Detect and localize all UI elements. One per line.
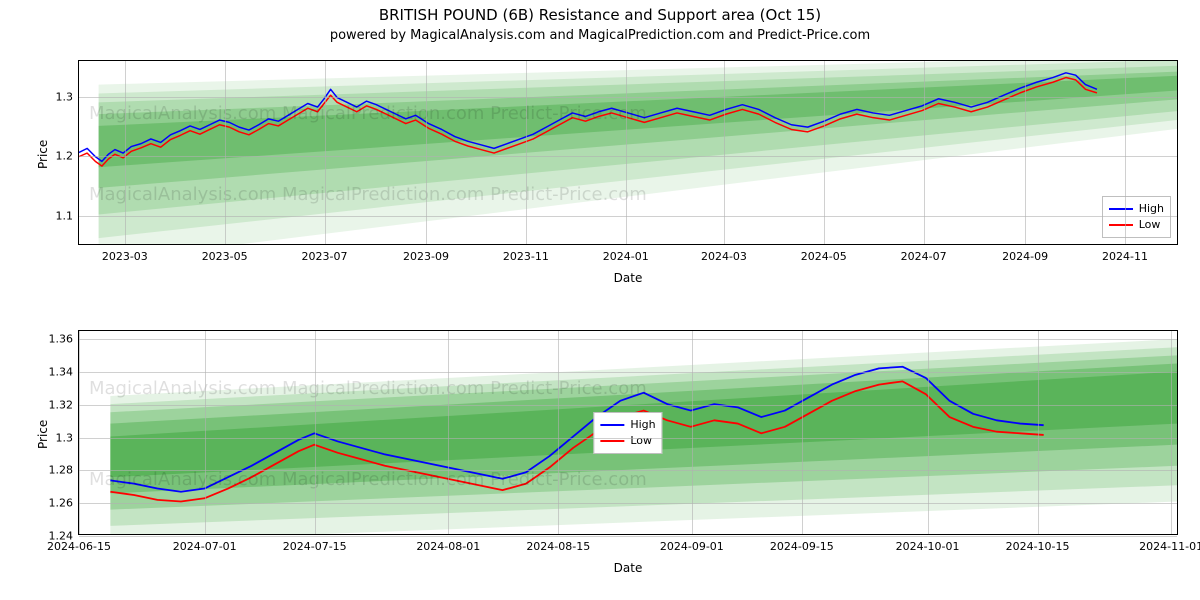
gridline bbox=[79, 97, 1177, 98]
legend-item: High bbox=[1109, 201, 1164, 217]
y-tick-label: 1.3 bbox=[56, 431, 74, 444]
x-tick-label: 2024-06-15 bbox=[47, 540, 111, 553]
top-chart: MagicalAnalysis.com MagicalPrediction.co… bbox=[78, 60, 1178, 245]
bottom-chart: MagicalAnalysis.com MagicalPrediction.co… bbox=[78, 330, 1178, 535]
gridline bbox=[315, 331, 316, 534]
x-tick-label: 2023-03 bbox=[102, 250, 148, 263]
top-y-axis-label: Price bbox=[36, 139, 50, 168]
gridline bbox=[928, 331, 929, 534]
chart-title: BRITISH POUND (6B) Resistance and Suppor… bbox=[0, 6, 1200, 24]
gridline bbox=[79, 372, 1177, 373]
gridline bbox=[824, 61, 825, 244]
legend-swatch bbox=[600, 424, 624, 426]
x-tick-label: 2023-11 bbox=[503, 250, 549, 263]
x-tick-label: 2024-07-01 bbox=[173, 540, 237, 553]
x-tick-label: 2024-09 bbox=[1002, 250, 1048, 263]
x-tick-label: 2024-07 bbox=[901, 250, 947, 263]
legend-item: High bbox=[600, 417, 655, 433]
gridline bbox=[692, 331, 693, 534]
gridline bbox=[225, 61, 226, 244]
x-tick-label: 2024-05 bbox=[801, 250, 847, 263]
chart-subtitle: powered by MagicalAnalysis.com and Magic… bbox=[0, 28, 1200, 43]
legend-label: Low bbox=[1139, 217, 1161, 233]
legend-item: Low bbox=[1109, 217, 1164, 233]
y-tick-label: 1.3 bbox=[56, 90, 74, 103]
x-tick-label: 2023-09 bbox=[403, 250, 449, 263]
gridline bbox=[79, 156, 1177, 157]
gridline bbox=[1125, 61, 1126, 244]
legend: HighLow bbox=[593, 412, 662, 454]
x-tick-label: 2023-07 bbox=[302, 250, 348, 263]
x-tick-label: 2024-09-15 bbox=[770, 540, 834, 553]
gridline bbox=[205, 331, 206, 534]
x-tick-label: 2024-08-01 bbox=[416, 540, 480, 553]
top-x-axis-label: Date bbox=[78, 271, 1178, 285]
legend-label: High bbox=[1139, 201, 1164, 217]
gridline bbox=[1171, 331, 1172, 534]
gridline bbox=[448, 331, 449, 534]
gridline bbox=[79, 216, 1177, 217]
y-tick-label: 1.2 bbox=[56, 150, 74, 163]
gridline bbox=[79, 339, 1177, 340]
y-tick-label: 1.1 bbox=[56, 210, 74, 223]
x-tick-label: 2024-11 bbox=[1102, 250, 1148, 263]
gridline bbox=[426, 61, 427, 244]
x-tick-label: 2024-03 bbox=[701, 250, 747, 263]
gridline bbox=[79, 470, 1177, 471]
legend-swatch bbox=[1109, 224, 1133, 226]
gridline bbox=[526, 61, 527, 244]
gridline bbox=[79, 331, 80, 534]
gridline bbox=[558, 331, 559, 534]
y-tick-label: 1.36 bbox=[49, 333, 74, 346]
gridline bbox=[79, 405, 1177, 406]
y-tick-label: 1.28 bbox=[49, 464, 74, 477]
x-tick-label: 2023-05 bbox=[202, 250, 248, 263]
legend-label: Low bbox=[630, 433, 652, 449]
gridline bbox=[125, 61, 126, 244]
legend-item: Low bbox=[600, 433, 655, 449]
legend-swatch bbox=[1109, 208, 1133, 210]
gridline bbox=[1025, 61, 1026, 244]
x-tick-label: 2024-09-01 bbox=[660, 540, 724, 553]
bottom-y-axis-label: Price bbox=[36, 419, 50, 448]
gridline bbox=[724, 61, 725, 244]
gridline bbox=[79, 438, 1177, 439]
x-tick-label: 2024-08-15 bbox=[526, 540, 590, 553]
x-tick-label: 2024-11-01 bbox=[1139, 540, 1200, 553]
y-tick-label: 1.32 bbox=[49, 398, 74, 411]
x-tick-label: 2024-01 bbox=[603, 250, 649, 263]
y-tick-label: 1.34 bbox=[49, 366, 74, 379]
legend-label: High bbox=[630, 417, 655, 433]
gridline bbox=[325, 61, 326, 244]
x-tick-label: 2024-10-01 bbox=[896, 540, 960, 553]
bottom-x-axis-label: Date bbox=[78, 561, 1178, 575]
x-tick-label: 2024-07-15 bbox=[283, 540, 347, 553]
gridline bbox=[802, 331, 803, 534]
gridline bbox=[79, 503, 1177, 504]
gridline bbox=[626, 61, 627, 244]
y-tick-label: 1.26 bbox=[49, 497, 74, 510]
gridline bbox=[79, 536, 1177, 537]
gridline bbox=[1038, 331, 1039, 534]
gridline bbox=[924, 61, 925, 244]
x-tick-label: 2024-10-15 bbox=[1006, 540, 1070, 553]
legend-swatch bbox=[600, 440, 624, 442]
figure: BRITISH POUND (6B) Resistance and Suppor… bbox=[0, 0, 1200, 600]
